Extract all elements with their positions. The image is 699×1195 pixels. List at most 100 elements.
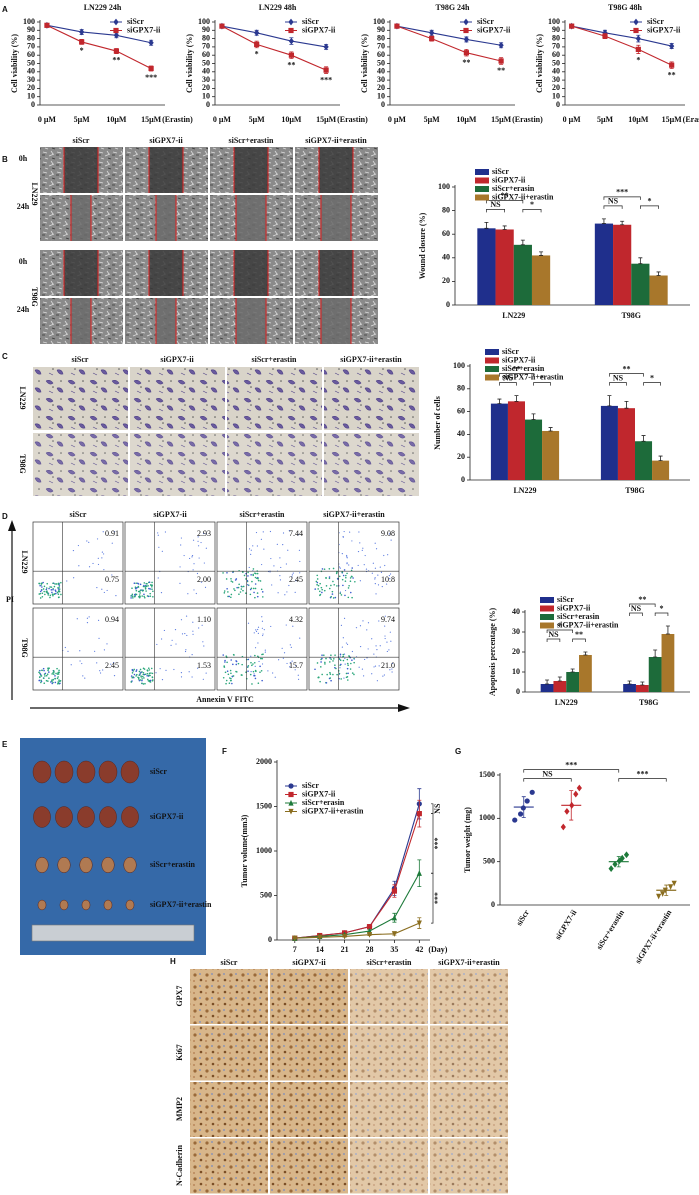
flow-event (235, 660, 237, 662)
legend-label: siScr (127, 17, 144, 26)
flow-event (254, 669, 257, 672)
flow-event (249, 673, 252, 676)
flow-event (355, 627, 358, 629)
data-point (668, 884, 674, 890)
ihc-image (430, 1138, 508, 1194)
significance-bracket (431, 872, 434, 924)
flow-event (54, 583, 56, 585)
series-line (396, 25, 502, 62)
legend-label: siGPX7-ii+erastin (557, 620, 619, 629)
data-point (394, 23, 400, 29)
flow-event (86, 622, 89, 624)
flow-event (283, 652, 286, 654)
flow-event (374, 583, 376, 585)
flow-event (318, 590, 321, 593)
significance-label: ** (497, 66, 505, 75)
flow-event (338, 575, 341, 578)
flow-event (158, 546, 160, 548)
flow-event (58, 586, 61, 588)
legend-label: siGPX7-ii (302, 789, 336, 798)
x-tick-label: 28 (366, 945, 374, 954)
flow-event (150, 672, 152, 674)
error-bar (502, 225, 507, 230)
flow-event (144, 682, 146, 685)
flow-event (51, 682, 54, 685)
flow-event (342, 535, 344, 538)
flow-event (270, 557, 272, 560)
error-bar (620, 220, 625, 226)
flow-event (333, 583, 336, 586)
flow-event (179, 566, 181, 568)
flow-event (103, 569, 105, 571)
flow-event (295, 580, 297, 582)
flow-event (329, 661, 331, 663)
column-header: siGPX7-ii+erastin (340, 355, 402, 364)
tumor (54, 760, 74, 784)
legend-label: siGPX7-ii (302, 25, 336, 34)
flow-event (345, 676, 348, 679)
y-tick-label: 10 (377, 92, 385, 101)
row-label: LN229 (18, 386, 27, 409)
flow-event (202, 641, 204, 643)
flow-event (254, 587, 257, 590)
flow-event (385, 583, 388, 585)
flow-event (149, 588, 151, 590)
flow-event (261, 679, 263, 682)
flow-event (259, 671, 261, 674)
x-tick-label: 15μM (316, 115, 337, 124)
flow-event (99, 672, 102, 674)
data-point (254, 41, 260, 48)
flow-event (38, 679, 41, 682)
legend-label: siGPX7-ii (502, 355, 536, 364)
flow-event (388, 575, 390, 577)
column-header: siScr+erastin (240, 510, 286, 519)
data-point (342, 933, 348, 940)
tumor (77, 806, 95, 828)
flow-event (335, 667, 337, 670)
bar (540, 684, 554, 692)
flow-event (316, 574, 319, 577)
significance-bracket (499, 373, 534, 377)
flow-event (147, 674, 150, 677)
flow-event (229, 679, 232, 682)
flow-event (298, 549, 301, 551)
flow-event (94, 650, 96, 652)
wound-gap (64, 147, 98, 193)
flow-event (86, 617, 89, 619)
legend-label: siScr (302, 781, 319, 790)
flow-event (231, 682, 233, 685)
flow-event (58, 669, 60, 672)
flow-event (351, 567, 354, 569)
flow-event (257, 628, 259, 631)
y-tick-label: 60 (442, 229, 450, 238)
flow-event (86, 540, 88, 542)
bar (525, 419, 543, 480)
flow-event (143, 595, 145, 598)
row-label: Ki67 (175, 1044, 184, 1060)
chart-title: LN229 24h (84, 3, 122, 12)
flow-event (195, 592, 197, 595)
quadrant-value: 2.93 (197, 529, 211, 538)
y-tick-label: 20 (377, 83, 385, 92)
flow-event (353, 661, 355, 664)
ihc-image (270, 1082, 348, 1137)
flow-event (146, 670, 149, 672)
flow-event (250, 670, 252, 673)
panel-letter: D (2, 512, 8, 521)
flow-event (279, 575, 281, 577)
flow-event (255, 630, 258, 632)
flow-event (43, 669, 45, 672)
row-label: T98G (20, 638, 29, 658)
flow-event (246, 666, 249, 668)
flow-event (41, 669, 43, 672)
y-tick-label: 60 (377, 50, 385, 59)
flow-event (130, 595, 132, 597)
data-point (416, 870, 422, 876)
flow-event (259, 665, 261, 668)
flow-event (254, 647, 257, 649)
quadrant-value: 15.7 (289, 661, 303, 670)
flow-event (274, 676, 276, 678)
y-axis-label: Tumor volume(mm3) (240, 814, 249, 887)
bar (600, 405, 618, 480)
flow-event (343, 653, 346, 655)
